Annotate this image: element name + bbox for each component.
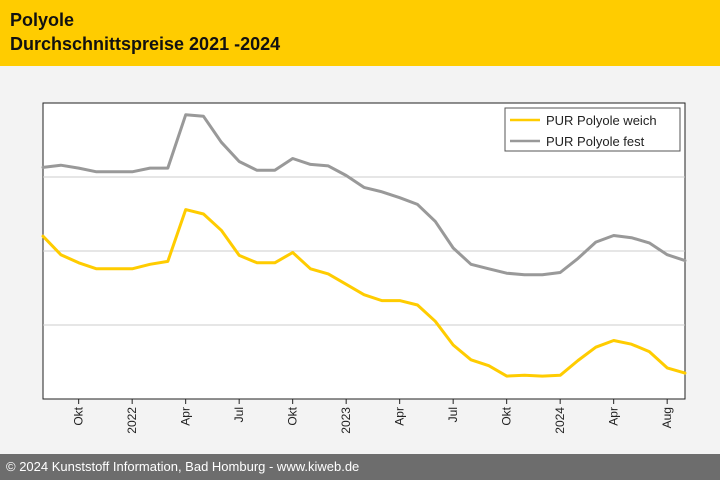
footer-bar: © 2024 Kunststoff Information, Bad Hombu…: [0, 454, 720, 480]
x-tick-label-0: Okt: [72, 406, 86, 425]
series-line-1: [41, 113, 687, 277]
legend-label-weich: PUR Polyole weich: [546, 113, 657, 128]
chart-title: Polyole: [10, 10, 75, 30]
x-tick-label-6: Apr: [393, 407, 407, 426]
legend: PUR Polyole weich PUR Polyole fest: [504, 107, 681, 152]
x-tick-label-9: 2024: [553, 407, 567, 434]
legend-label-fest: PUR Polyole fest: [546, 134, 645, 149]
x-tick-label-10: Apr: [607, 407, 621, 426]
series-line-0: [41, 208, 687, 378]
x-tick-label-7: Jul: [446, 407, 460, 422]
x-tick-label-4: Okt: [286, 406, 300, 425]
legend-box: [504, 107, 681, 152]
copyright-text: © 2024 Kunststoff Information, Bad Hombu…: [6, 459, 360, 474]
x-tick-label-5: 2023: [339, 407, 353, 434]
series-lines: [41, 113, 687, 378]
x-tick-label-11: Aug: [660, 407, 674, 428]
x-tick-label-1: 2022: [125, 407, 139, 434]
x-axis: Okt 2022 Apr Jul Okt 2023 Apr Jul Okt 2024 Apr Aug: [72, 399, 674, 434]
gridlines: [43, 176, 685, 326]
x-tick-label-3: Jul: [232, 407, 246, 422]
title-banner: Polyole Durchschnittspreise 2021 -2024: [0, 0, 720, 66]
line-chart: Okt 2022 Apr Jul Okt 2023 Apr Jul Okt 2024 Apr Aug …: [41, 102, 687, 434]
x-tick-label-2: Apr: [179, 407, 193, 426]
x-tick-label-8: Okt: [500, 406, 514, 425]
chart-subtitle: Durchschnittspreise 2021 -2024: [10, 34, 281, 54]
